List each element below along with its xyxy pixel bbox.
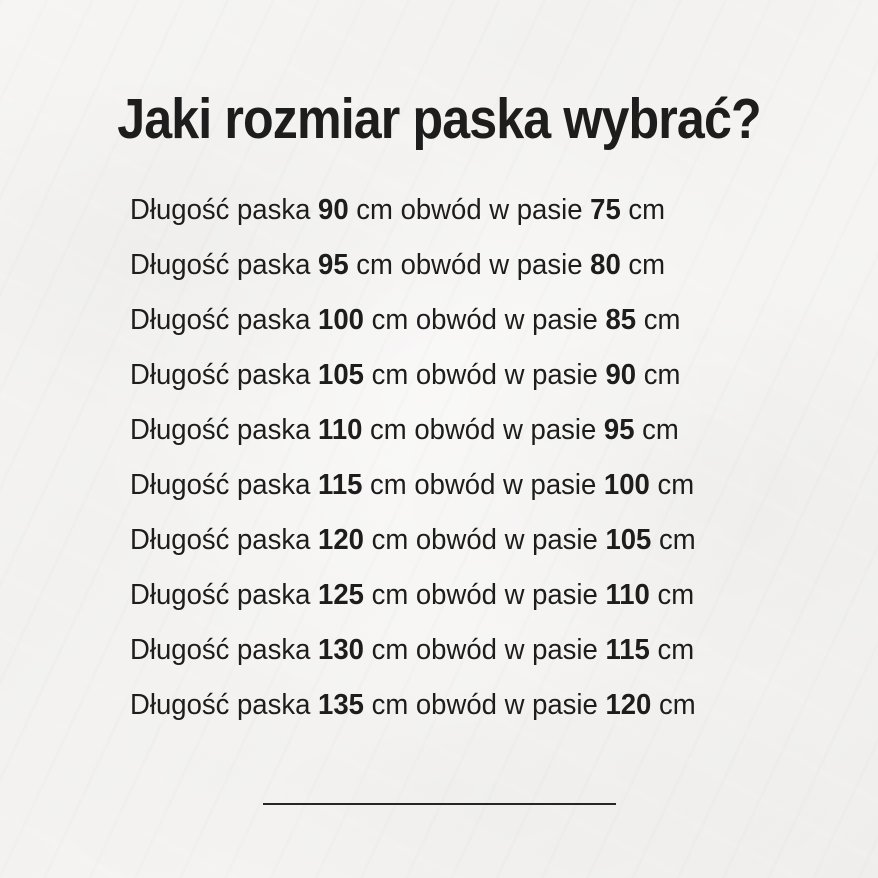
waist-value: 100: [603, 469, 650, 501]
row-prefix: Długość paska: [130, 689, 319, 721]
size-row: Długość paska 95 cm obwód w pasie 80 cm: [130, 238, 696, 293]
size-row: Długość paska 130 cm obwód w pasie 115 c…: [130, 623, 696, 678]
row-prefix: Długość paska: [130, 194, 319, 226]
row-infix: cm obwód w pasie: [363, 304, 606, 336]
belt-length-value: 135: [318, 689, 364, 721]
row-suffix: cm: [649, 634, 695, 666]
size-row: Długość paska 105 cm obwód w pasie 90 cm: [130, 348, 696, 403]
size-row: Długość paska 120 cm obwód w pasie 105 c…: [130, 513, 696, 568]
size-row: Długość paska 125 cm obwód w pasie 110 c…: [130, 568, 696, 623]
size-row: Długość paska 100 cm obwód w pasie 85 cm: [130, 293, 696, 348]
row-suffix: cm: [636, 304, 681, 336]
row-prefix: Długość paska: [130, 304, 319, 336]
divider-line: [263, 803, 616, 805]
row-suffix: cm: [651, 689, 696, 721]
row-suffix: cm: [636, 359, 681, 391]
belt-length-value: 115: [318, 469, 363, 501]
row-suffix: cm: [649, 469, 695, 501]
waist-value: 80: [590, 249, 621, 281]
waist-value: 75: [590, 194, 621, 226]
row-prefix: Długość paska: [130, 414, 319, 446]
size-row: Długość paska 110 cm obwód w pasie 95 cm: [130, 403, 696, 458]
row-prefix: Długość paska: [130, 634, 319, 666]
belt-length-value: 110: [318, 414, 363, 446]
row-infix: cm obwód w pasie: [362, 414, 604, 446]
row-suffix: cm: [651, 524, 696, 556]
row-infix: cm obwód w pasie: [363, 524, 606, 556]
row-infix: cm obwód w pasie: [362, 469, 604, 501]
page-title: Jaki rozmiar paska wybrać?: [117, 87, 761, 152]
waist-value: 115: [605, 634, 650, 666]
size-row: Długość paska 135 cm obwód w pasie 120 c…: [130, 678, 696, 733]
waist-value: 105: [605, 524, 652, 556]
row-infix: cm obwód w pasie: [363, 579, 606, 611]
belt-length-value: 130: [318, 634, 364, 666]
row-suffix: cm: [649, 579, 695, 611]
row-infix: cm obwód w pasie: [348, 194, 591, 226]
row-prefix: Długość paska: [130, 249, 319, 281]
belt-length-value: 125: [318, 579, 364, 611]
belt-length-value: 120: [318, 524, 364, 556]
belt-length-value: 95: [318, 249, 349, 281]
waist-value: 90: [605, 359, 637, 391]
size-row: Długość paska 115 cm obwód w pasie 100 c…: [130, 458, 696, 513]
belt-length-value: 105: [318, 359, 364, 391]
row-prefix: Długość paska: [130, 469, 319, 501]
waist-value: 120: [605, 689, 652, 721]
size-row: Długość paska 90 cm obwód w pasie 75 cm: [130, 183, 696, 238]
row-prefix: Długość paska: [130, 579, 319, 611]
row-infix: cm obwód w pasie: [363, 359, 606, 391]
waist-value: 85: [605, 304, 637, 336]
size-list: Długość paska 90 cm obwód w pasie 75 cm …: [130, 183, 716, 733]
row-infix: cm obwód w pasie: [348, 249, 591, 281]
belt-length-value: 100: [318, 304, 364, 336]
row-suffix: cm: [634, 414, 679, 446]
row-suffix: cm: [620, 194, 666, 226]
row-prefix: Długość paska: [130, 524, 319, 556]
row-suffix: cm: [620, 249, 666, 281]
waist-value: 95: [603, 414, 635, 446]
row-infix: cm obwód w pasie: [363, 689, 606, 721]
waist-value: 110: [605, 579, 650, 611]
belt-length-value: 90: [318, 194, 349, 226]
row-infix: cm obwód w pasie: [363, 634, 606, 666]
row-prefix: Długość paska: [130, 359, 319, 391]
